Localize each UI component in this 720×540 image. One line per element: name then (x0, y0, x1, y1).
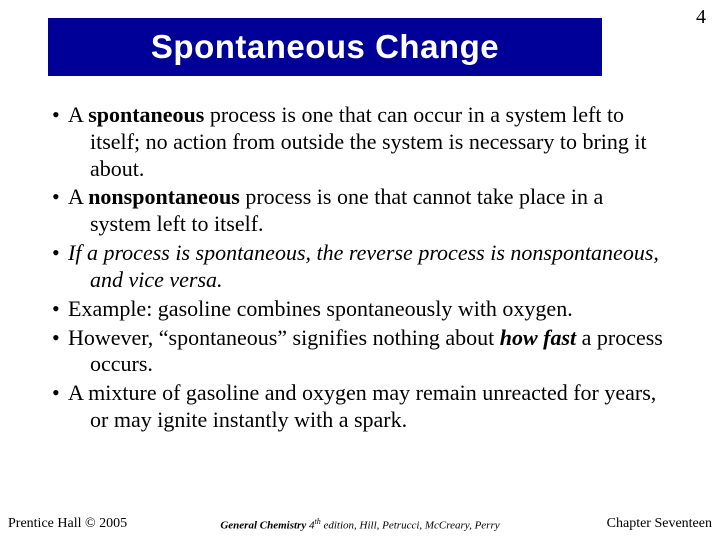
text-run: Example: gasoline combines spontaneously… (68, 296, 573, 321)
text-run: A (68, 102, 88, 127)
text-emphasis: spontaneous (88, 102, 204, 127)
text-emphasis: nonspontaneous (88, 184, 240, 209)
list-item: A spontaneous process is one that can oc… (52, 102, 668, 182)
list-item: If a process is spontaneous, the reverse… (52, 240, 668, 294)
text-run: However, “spontaneous” signifies nothing… (68, 325, 500, 350)
list-item: However, “spontaneous” signifies nothing… (52, 325, 668, 379)
slide-title: Spontaneous Change (151, 28, 499, 66)
title-bar: Spontaneous Change (48, 18, 602, 76)
footer-authors: edition, Hill, Petrucci, McCreary, Perry (321, 520, 500, 532)
footer-center: General Chemistry 4th edition, Hill, Pet… (178, 517, 542, 532)
list-item: A mixture of gasoline and oxygen may rem… (52, 380, 668, 434)
list-item: A nonspontaneous process is one that can… (52, 184, 668, 238)
footer-right: Chapter Seventeen (542, 516, 712, 532)
footer-book-title: General Chemistry (220, 520, 306, 532)
text-run: A mixture of gasoline and oxygen may rem… (68, 380, 656, 432)
page-number: 4 (696, 6, 706, 29)
slide-body: A spontaneous process is one that can oc… (52, 102, 668, 436)
bullet-list: A spontaneous process is one that can oc… (52, 102, 668, 434)
footer-left: Prentice Hall © 2005 (8, 516, 178, 532)
text-emphasis: how fast (500, 325, 576, 350)
text-emphasis: If a process is spontaneous, the reverse… (68, 240, 659, 292)
list-item: Example: gasoline combines spontaneously… (52, 296, 668, 323)
text-run: A (68, 184, 88, 209)
footer: Prentice Hall © 2005 General Chemistry 4… (0, 516, 720, 532)
